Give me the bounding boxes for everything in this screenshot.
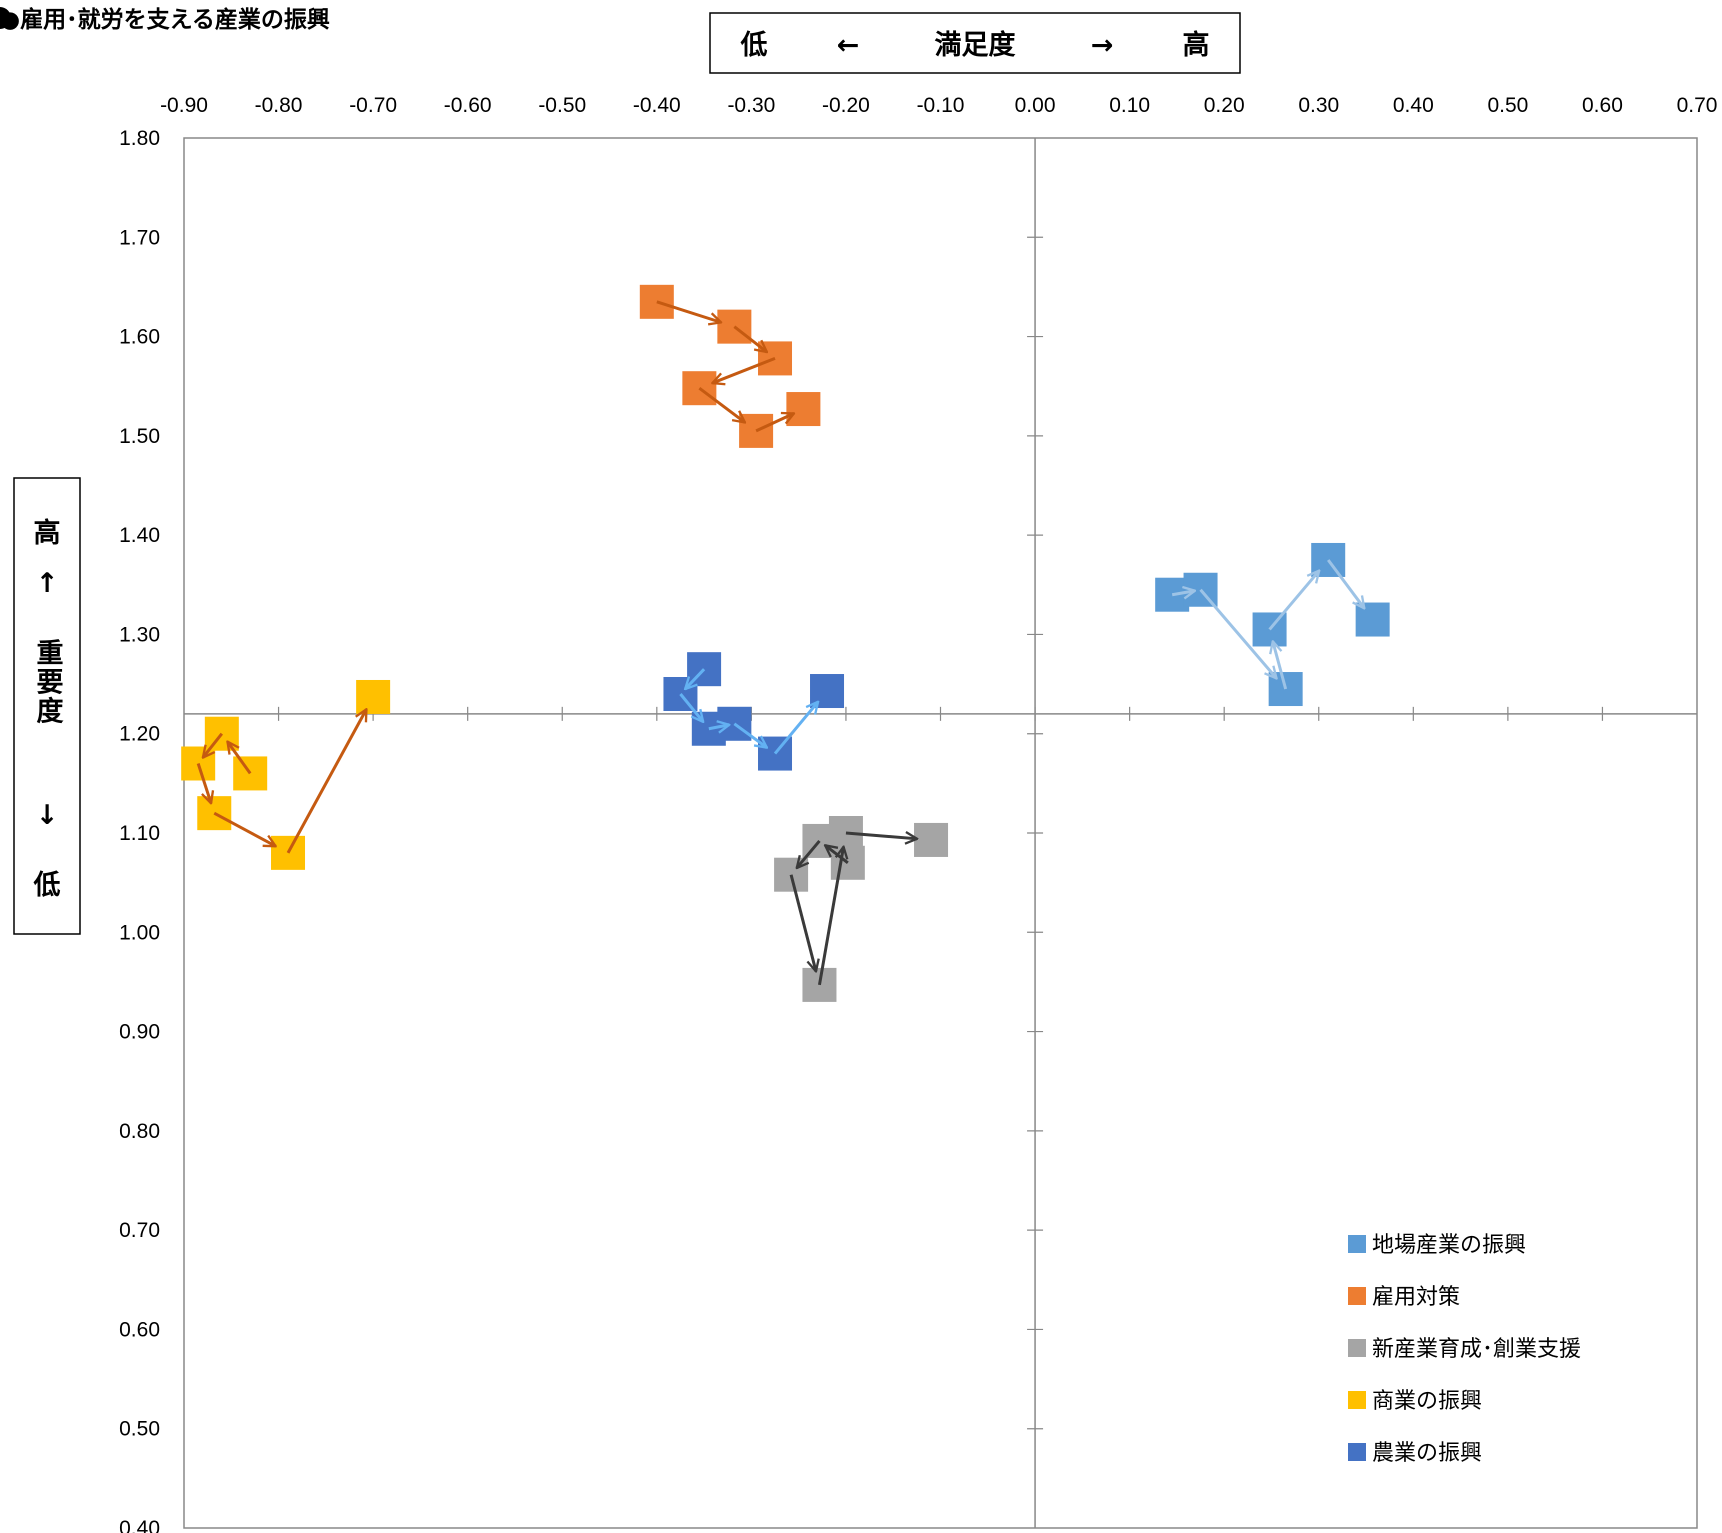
y-tick-label: 0.40 bbox=[119, 1517, 160, 1533]
y-axis-down-arrow: ↓ bbox=[36, 800, 59, 831]
x-axis-ticks: -0.90 -0.80 -0.70 -0.60 -0.50 -0.40 -0.30 -0.20… bbox=[160, 94, 1717, 721]
y-tick-label: 1.30 bbox=[119, 623, 160, 646]
y-tick-label: 1.80 bbox=[119, 127, 160, 150]
x-tick-label: -0.10 bbox=[917, 94, 965, 117]
y-tick-label: 0.90 bbox=[119, 1021, 160, 1044]
trend-arrow bbox=[797, 839, 821, 868]
legend-label: 雇用対策 bbox=[1372, 1285, 1460, 1310]
x-tick-label: 0.50 bbox=[1487, 94, 1528, 117]
legend-swatch bbox=[1348, 1443, 1366, 1461]
x-tick-label: -0.50 bbox=[538, 94, 586, 117]
x-tick-label: 0.40 bbox=[1393, 94, 1434, 117]
x-tick-label: 0.10 bbox=[1109, 94, 1150, 117]
x-axis-left-arrow: ← bbox=[837, 30, 860, 61]
legend-label: 地場産業の振興 bbox=[1372, 1233, 1526, 1258]
x-axis-right-arrow: → bbox=[1091, 30, 1114, 61]
trend-arrow bbox=[1268, 571, 1320, 631]
y-tick-label: 1.70 bbox=[119, 226, 160, 249]
trend-arrow bbox=[203, 732, 223, 758]
x-tick-label: 0.70 bbox=[1677, 94, 1718, 117]
x-axis-name: 満足度 bbox=[935, 29, 1016, 61]
y-tick-label: 1.00 bbox=[119, 921, 160, 944]
trend-arrow bbox=[1273, 641, 1288, 690]
data-point bbox=[914, 822, 949, 857]
trend-arrow bbox=[773, 702, 818, 755]
x-axis-label-frame bbox=[709, 12, 1241, 74]
y-tick-label: 0.50 bbox=[119, 1418, 160, 1441]
trend-arrow bbox=[656, 300, 721, 323]
series-group bbox=[663, 652, 845, 771]
trend-arrow bbox=[286, 709, 368, 854]
trend-arrow bbox=[679, 693, 703, 722]
title-bullet bbox=[0, 7, 11, 29]
trend-arrow bbox=[1171, 591, 1195, 595]
x-tick-label: -0.90 bbox=[160, 94, 208, 117]
x-tick-label: -0.70 bbox=[349, 94, 397, 117]
trend-arrow bbox=[708, 725, 729, 729]
y-tick-label: 1.40 bbox=[119, 524, 160, 547]
x-tick-label: -0.20 bbox=[822, 94, 870, 117]
legend-swatch bbox=[1348, 1391, 1366, 1409]
trend-arrow bbox=[733, 325, 767, 352]
y-axis-up-arrow: ↑ bbox=[36, 568, 59, 599]
y-tick-label: 1.20 bbox=[119, 723, 160, 746]
y-axis-low-label: 低 bbox=[33, 870, 61, 901]
trend-arrow bbox=[845, 833, 917, 839]
x-tick-label: 0.30 bbox=[1298, 94, 1339, 117]
trend-arrow bbox=[733, 722, 767, 748]
trend-arrow bbox=[196, 763, 211, 804]
legend-swatch bbox=[1348, 1339, 1366, 1357]
data-point bbox=[356, 679, 391, 714]
y-tick-label: 1.50 bbox=[119, 425, 160, 448]
series-group bbox=[639, 284, 821, 448]
x-axis-high-label: 高 bbox=[1183, 29, 1210, 61]
y-axis-name: 重要度 bbox=[32, 638, 64, 725]
data-point bbox=[786, 392, 821, 427]
trend-arrow bbox=[698, 387, 745, 422]
y-tick-label: 0.80 bbox=[119, 1120, 160, 1143]
series-group bbox=[1155, 542, 1390, 707]
x-tick-label: 0.00 bbox=[1015, 94, 1056, 117]
y-tick-label: 1.10 bbox=[119, 822, 160, 845]
trend-arrow bbox=[712, 357, 776, 383]
legend-label: 商業の振興 bbox=[1372, 1389, 1482, 1414]
y-tick-label: 0.70 bbox=[119, 1219, 160, 1242]
crosshair-axes bbox=[184, 138, 1697, 1528]
x-tick-label: -0.40 bbox=[633, 94, 681, 117]
y-axis-label-box: 高 ↑ 重要度 ↓ 低 bbox=[13, 477, 81, 935]
trend-arrow bbox=[817, 847, 843, 986]
y-axis-label-frame bbox=[13, 477, 81, 935]
trend-arrow bbox=[1327, 559, 1364, 608]
y-tick-label: 1.60 bbox=[119, 326, 160, 349]
legend-swatch bbox=[1348, 1235, 1366, 1253]
y-tick-label: 0.60 bbox=[119, 1318, 160, 1341]
legend-label: 農業の振興 bbox=[1372, 1441, 1482, 1466]
data-point bbox=[810, 674, 845, 709]
legend-label: 新産業育成･創業支援 bbox=[1372, 1337, 1581, 1362]
x-tick-label: -0.80 bbox=[255, 94, 303, 117]
x-tick-label: 0.20 bbox=[1204, 94, 1245, 117]
trend-arrow bbox=[213, 811, 275, 848]
legend-swatch bbox=[1348, 1287, 1366, 1305]
trend-arrow bbox=[685, 668, 706, 689]
x-tick-label: -0.30 bbox=[727, 94, 775, 117]
x-axis-low-label: 低 bbox=[740, 30, 768, 61]
y-axis-ticks: 1.80 1.70 1.60 1.50 1.40 1.30 1.20 1.10 1.00 0.90… bbox=[119, 127, 1044, 1533]
trend-arrow bbox=[227, 742, 252, 775]
x-tick-label: -0.60 bbox=[444, 94, 492, 117]
trend-arrow bbox=[1199, 588, 1277, 679]
data-series bbox=[181, 284, 1390, 1002]
y-axis-high-label: 高 bbox=[34, 517, 61, 549]
x-tick-label: 0.60 bbox=[1582, 94, 1623, 117]
series-group bbox=[181, 679, 391, 870]
data-point bbox=[1355, 602, 1390, 637]
page-title: ●雇用･就労を支える産業の振興 bbox=[0, 6, 330, 33]
series-group bbox=[774, 816, 949, 1002]
trend-arrow bbox=[789, 874, 816, 972]
x-axis-label-box: 低 ← 満足度 → 高 bbox=[709, 12, 1241, 74]
trend-arrow bbox=[755, 413, 794, 433]
